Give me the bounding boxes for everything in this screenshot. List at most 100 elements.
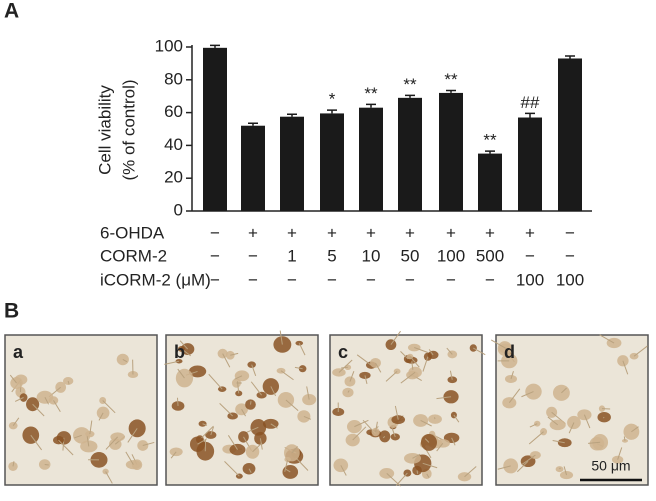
treatment-cell: −: [405, 270, 415, 289]
scale-bar-label: 50 μm: [591, 458, 630, 474]
cell: [623, 424, 639, 440]
cell: [297, 410, 310, 422]
cell: [556, 466, 564, 472]
y-tick-label: 40: [164, 135, 183, 154]
treatment-cell: −: [525, 246, 535, 265]
treatment-cell: 1: [287, 246, 296, 265]
cell: [102, 469, 108, 475]
y-tick-label: 20: [164, 168, 183, 187]
cell: [502, 397, 516, 408]
error-bar: [485, 151, 495, 153]
neurite: [250, 401, 251, 404]
y-axis-label: (% of control): [119, 79, 138, 180]
error-bar: [327, 110, 337, 113]
treatment-cell: +: [248, 223, 258, 242]
micrograph-label: c: [338, 342, 348, 362]
error-bar: [446, 90, 456, 92]
cell: [525, 384, 541, 400]
treatment-cell: −: [327, 270, 337, 289]
treatment-cell: 5: [327, 246, 336, 265]
treatment-cell: 100: [516, 270, 544, 289]
cell: [53, 436, 64, 444]
treatment-cell: +: [446, 223, 456, 242]
cell: [170, 447, 183, 456]
treatment-cell: +: [366, 223, 376, 242]
treatment-cell: +: [525, 223, 535, 242]
error-bar: [525, 113, 535, 117]
error-bar: [366, 104, 376, 107]
micrograph: b: [164, 331, 318, 485]
micrograph-label: b: [174, 342, 185, 362]
cell: [558, 438, 572, 447]
treatment-cell: −: [565, 223, 575, 242]
treatment-cell: +: [287, 223, 297, 242]
error-bar: [287, 114, 297, 116]
neurite: [177, 398, 178, 406]
micrograph: c: [330, 331, 485, 486]
treatment-cell: −: [248, 270, 258, 289]
micrograph-label: d: [504, 342, 515, 362]
treatment-cell: −: [485, 270, 495, 289]
neurite: [560, 468, 561, 469]
bar: [398, 98, 422, 211]
micrograph-label: a: [13, 342, 24, 362]
cell: [333, 458, 348, 472]
treatment-cell: −: [446, 270, 456, 289]
significance-label: **: [364, 84, 378, 103]
bar: [320, 113, 344, 211]
bar: [518, 118, 542, 211]
treatment-cell: +: [485, 223, 495, 242]
bar: [558, 58, 582, 211]
treatment-cell: +: [405, 223, 415, 242]
treatment-cell: −: [248, 246, 258, 265]
bar: [359, 108, 383, 211]
cell: [597, 412, 610, 422]
treatment-cell: 10: [362, 246, 381, 265]
cell: [534, 421, 540, 427]
error-bar: [248, 123, 258, 125]
row-label: CORM-2: [100, 246, 167, 265]
panel-label: B: [4, 300, 19, 323]
significance-label: *: [329, 90, 336, 109]
treatment-cell: −: [565, 246, 575, 265]
micrograph: a: [5, 335, 157, 485]
bar: [280, 117, 304, 211]
bar: [203, 48, 227, 211]
row-label: iCORM-2 (μM): [100, 270, 211, 289]
y-axis-label: Cell viability: [95, 85, 114, 175]
treatment-cell: −: [210, 246, 220, 265]
error-bar: [210, 45, 220, 47]
y-tick-label: 100: [155, 36, 183, 55]
cell: [550, 420, 566, 431]
cell: [80, 440, 97, 452]
treatment-cell: −: [210, 270, 220, 289]
treatment-cell: 100: [556, 270, 584, 289]
cell: [199, 421, 207, 427]
cell: [391, 415, 405, 424]
cell: [9, 422, 18, 429]
significance-label: **: [403, 75, 417, 94]
panel-label: A: [4, 0, 19, 23]
y-tick-label: 80: [164, 69, 183, 88]
y-tick-label: 60: [164, 102, 183, 121]
treatment-cell: 100: [437, 246, 465, 265]
treatment-cell: 500: [476, 246, 504, 265]
error-bar: [405, 95, 415, 97]
significance-label: ##: [521, 93, 540, 112]
y-tick-label: 0: [174, 200, 183, 219]
treatment-cell: −: [210, 223, 220, 242]
neurite: [434, 417, 435, 419]
cell: [238, 431, 249, 443]
error-bar: [565, 56, 575, 58]
treatment-cell: −: [366, 270, 376, 289]
treatment-cell: −: [287, 270, 297, 289]
bar: [478, 154, 502, 211]
significance-label: **: [444, 70, 458, 89]
row-label: 6-OHDA: [100, 223, 165, 242]
cell: [235, 370, 249, 381]
cell: [245, 399, 256, 409]
cell: [428, 351, 439, 359]
significance-label: **: [483, 131, 497, 150]
treatment-cell: 50: [401, 246, 420, 265]
